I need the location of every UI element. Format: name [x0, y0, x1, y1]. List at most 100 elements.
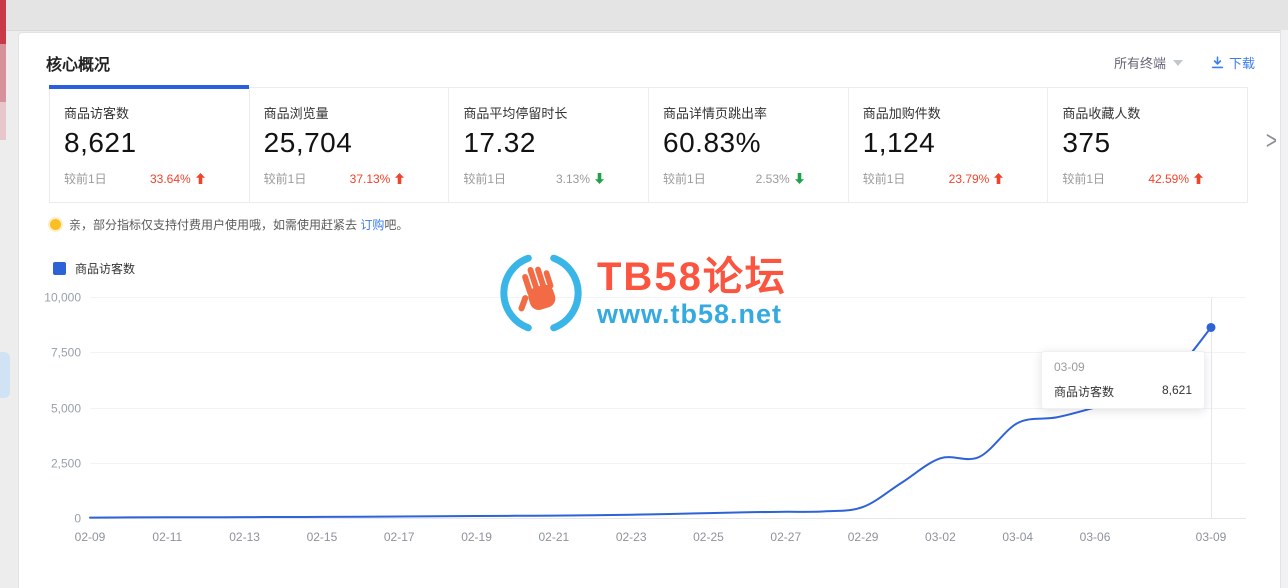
change-percent: 2.53% — [755, 171, 790, 186]
tooltip-value: 8,621 — [1161, 383, 1192, 397]
metric-card-cart-adds[interactable]: 商品加购件数 1,124 较前1日 23.79% — [849, 88, 1049, 202]
left-edge-rose-fragment — [0, 44, 6, 102]
metric-value: 8,621 — [64, 127, 137, 158]
compare-label: 较前1日 — [263, 172, 307, 186]
trend-down-icon — [595, 173, 605, 184]
trend-up-icon — [195, 173, 205, 184]
y-tick-label: 0 — [74, 511, 81, 526]
watermark-title: TB58论坛 — [597, 254, 787, 299]
left-edge-pale-fragment — [0, 102, 6, 140]
metric-title: 商品收藏人数 — [1062, 106, 1141, 121]
x-tick-label: 02-13 — [229, 530, 260, 544]
legend-label: 商品访客数 — [75, 262, 136, 276]
trend-down-icon — [794, 173, 804, 184]
metric-value: 25,704 — [263, 127, 353, 158]
download-icon — [1211, 56, 1224, 69]
compare-label: 较前1日 — [663, 172, 706, 186]
change-percent: 37.13% — [349, 171, 391, 186]
terminal-filter-dropdown[interactable]: 所有终端 — [1114, 53, 1183, 72]
gridline: 2,500 — [51, 456, 1246, 470]
metric-card-pageviews[interactable]: 商品浏览量 25,704 较前1日 37.13% — [250, 88, 450, 202]
notice-text: 亲，部分指标仅支持付费用户使用哦，如需使用赶紧去 订购吧。 — [69, 218, 409, 232]
metric-title: 商品浏览量 — [263, 106, 329, 121]
x-tick-label: 02-09 — [74, 530, 106, 544]
compare-label: 较前1日 — [1062, 172, 1106, 186]
x-tick-label: 03-04 — [1002, 530, 1034, 544]
trend-up-icon — [395, 173, 405, 184]
metric-value: 60.83% — [663, 127, 761, 158]
subscribe-link[interactable]: 订购 — [360, 218, 385, 232]
change-percent: 33.64% — [149, 171, 191, 186]
x-tick-label: 02-15 — [306, 530, 338, 544]
legend-item-visitors[interactable]: 商品访客数 — [53, 260, 135, 277]
metric-card-bounce-rate[interactable]: 商品详情页跳出率 60.83% 较前1日 2.53% — [649, 88, 849, 202]
compare-label: 较前1日 — [64, 172, 107, 186]
metric-cards-row: 商品访客数 8,621 较前1日 33.64% 商品浏览量 25,704 较前1… — [49, 87, 1248, 203]
trend-line — [89, 322, 1216, 519]
x-tick-label: 02-29 — [847, 530, 879, 544]
legend-swatch-icon — [53, 262, 66, 275]
metric-title: 商品平均停留时长 — [463, 106, 568, 121]
left-edge-red-fragment — [0, 0, 6, 44]
x-tick-label: 03-02 — [925, 530, 956, 544]
y-tick-label: 10,000 — [44, 290, 81, 305]
metric-value: 375 — [1062, 127, 1111, 158]
header-controls: 所有终端 下载 — [1114, 53, 1255, 72]
compare-label: 较前1日 — [463, 172, 507, 186]
change-percent: 23.79% — [948, 171, 990, 186]
x-tick-label: 02-17 — [383, 530, 415, 544]
metric-card-visitors[interactable]: 商品访客数 8,621 较前1日 33.64% — [50, 88, 250, 202]
metric-card-favorites[interactable]: 商品收藏人数 375 较前1日 42.59% — [1048, 88, 1247, 202]
tb58-hand-logo-icon — [500, 254, 582, 332]
x-tick-label: 02-19 — [461, 530, 492, 544]
gridline: 10,000 — [44, 290, 1246, 304]
metric-card-avg-stay[interactable]: 商品平均停留时长 17.32 较前1日 3.13% — [449, 88, 650, 202]
y-tick-label: 5,000 — [50, 400, 81, 415]
data-point-dot — [1206, 322, 1216, 332]
change-percent: 3.13% — [555, 171, 591, 186]
chart-tooltip: 03-09 商品访客数 8,621 — [1041, 351, 1205, 409]
left-edge-blue-fragment — [0, 352, 10, 398]
x-tick-label: 03-06 — [1079, 530, 1111, 544]
trend-up-icon — [994, 173, 1004, 184]
x-tick-label: 02-11 — [152, 530, 183, 544]
top-band — [0, 0, 1288, 31]
line-chart-plot[interactable]: 10,000 7,500 5,000 2,500 0 — [44, 290, 1246, 525]
metric-title: 商品详情页跳出率 — [663, 106, 768, 121]
page-title: 核心概况 — [46, 57, 111, 74]
active-metric-indicator — [49, 85, 249, 89]
compare-label: 较前1日 — [862, 172, 906, 186]
watermark: TB58论坛 www.tb58.net — [497, 249, 787, 337]
watermark-url: www.tb58.net — [597, 298, 783, 329]
notice-dot-icon — [50, 219, 61, 230]
trend-up-icon — [1194, 173, 1204, 184]
tooltip-date: 03-09 — [1054, 360, 1085, 374]
metric-title: 商品访客数 — [64, 106, 130, 121]
gridline: 5,000 — [51, 401, 1246, 415]
x-tick-label: 02-21 — [538, 530, 570, 544]
hover-guide-line — [1210, 297, 1212, 518]
x-tick-label: 03-09 — [1195, 530, 1227, 544]
gridline: 7,500 — [51, 346, 1246, 360]
x-axis: 02-09 02-11 02-13 02-15 02-17 02-19 02-21 02-23… — [75, 530, 1227, 546]
download-label: 下载 — [1228, 56, 1255, 71]
x-tick-label: 02-23 — [615, 530, 647, 544]
terminal-filter-label: 所有终端 — [1113, 56, 1166, 71]
x-tick-label: 02-27 — [770, 530, 802, 544]
change-percent: 42.59% — [1148, 171, 1190, 186]
metric-value: 1,124 — [862, 127, 936, 158]
tooltip-series: 商品访客数 — [1054, 385, 1115, 399]
gridline: 0 — [74, 511, 1246, 525]
y-tick-label: 2,500 — [50, 456, 81, 471]
metric-value: 17.32 — [463, 127, 536, 158]
notice-bar: 亲，部分指标仅支持付费用户使用哦，如需使用赶紧去 订购吧。 — [50, 216, 408, 233]
metric-title: 商品加购件数 — [862, 106, 941, 121]
download-button[interactable]: 下载 — [1211, 53, 1255, 72]
scrollbar[interactable] — [1280, 30, 1288, 588]
core-overview-panel: 核心概况 所有终端 下载 商品访客数 8,621 较前1日 — [18, 32, 1288, 588]
chevron-down-icon — [1172, 59, 1183, 66]
y-tick-label: 7,500 — [50, 345, 81, 360]
pagination-next-button[interactable]: > — [1265, 127, 1277, 156]
x-tick-label: 02-25 — [693, 530, 724, 544]
